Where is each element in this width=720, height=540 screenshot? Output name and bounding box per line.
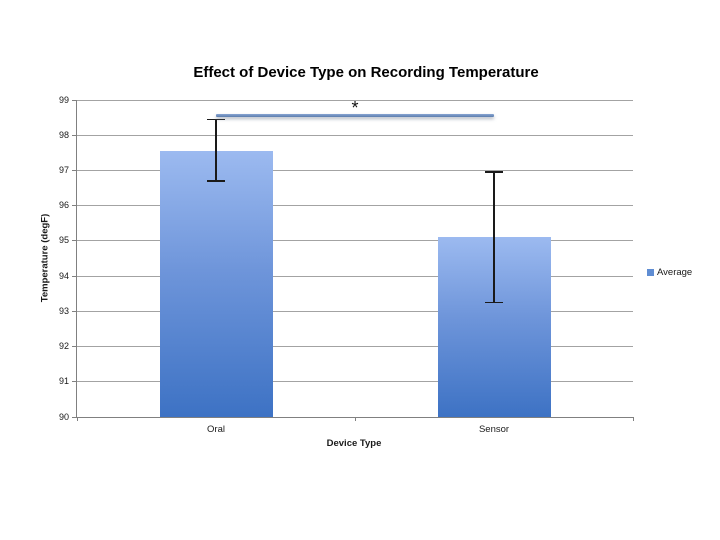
error-bar-cap-bottom xyxy=(485,301,503,304)
x-tick-label-oral: Oral xyxy=(207,424,225,435)
plot-area: 90 91 92 93 94 95 96 97 98 99 Oral Sensor * xyxy=(59,95,634,435)
y-tick-label: 97 xyxy=(58,164,69,175)
legend: Average xyxy=(647,267,692,278)
gridline xyxy=(77,346,633,348)
error-bar xyxy=(215,119,217,181)
error-bar-cap-bottom xyxy=(207,180,225,182)
bar-oral xyxy=(159,151,273,417)
error-bar-cap-top xyxy=(485,171,503,173)
significance-star: * xyxy=(351,97,359,118)
legend-marker-icon xyxy=(647,269,654,276)
y-tick-label: 94 xyxy=(58,270,69,281)
y-tick-label: 98 xyxy=(58,129,69,140)
y-axis-tick xyxy=(72,205,77,207)
gridline xyxy=(77,275,633,277)
y-tick-label: 93 xyxy=(58,305,69,316)
y-tick-label: 99 xyxy=(58,94,69,105)
y-axis-tick xyxy=(72,310,77,312)
x-tick-label-sensor: Sensor xyxy=(478,424,510,435)
y-tick-label: 91 xyxy=(58,376,69,387)
y-axis-tick xyxy=(72,346,77,348)
gridline xyxy=(77,134,633,136)
error-bar-cap-top xyxy=(207,118,225,121)
y-tick-label: 92 xyxy=(58,341,69,352)
x-axis-tick xyxy=(632,417,634,421)
y-tick-label: 90 xyxy=(58,411,69,422)
y-tick-label: 95 xyxy=(58,235,69,246)
y-tick-label: 96 xyxy=(58,200,69,211)
y-axis-tick xyxy=(72,416,77,418)
chart-title: Effect of Device Type on Recording Tempe… xyxy=(193,64,539,81)
y-axis-tick xyxy=(72,240,77,242)
gridline xyxy=(77,310,633,312)
y-axis-tick xyxy=(72,134,77,136)
gridline xyxy=(77,99,633,101)
gridline xyxy=(77,240,633,242)
x-axis-tick xyxy=(76,417,78,421)
y-axis-tick xyxy=(72,169,77,171)
x-axis-title: Device Type xyxy=(326,438,382,449)
x-axis-tick xyxy=(354,417,356,421)
error-bar xyxy=(493,172,495,303)
y-axis-tick xyxy=(72,381,77,383)
gridline xyxy=(77,381,633,383)
y-axis-tick xyxy=(72,99,77,101)
significance-line xyxy=(216,114,494,118)
y-axis-tick xyxy=(72,275,77,277)
legend-label: Average xyxy=(657,267,693,278)
gridline xyxy=(77,169,633,171)
y-axis-title: Temperature (degF) xyxy=(39,213,51,303)
gridline xyxy=(77,205,633,207)
